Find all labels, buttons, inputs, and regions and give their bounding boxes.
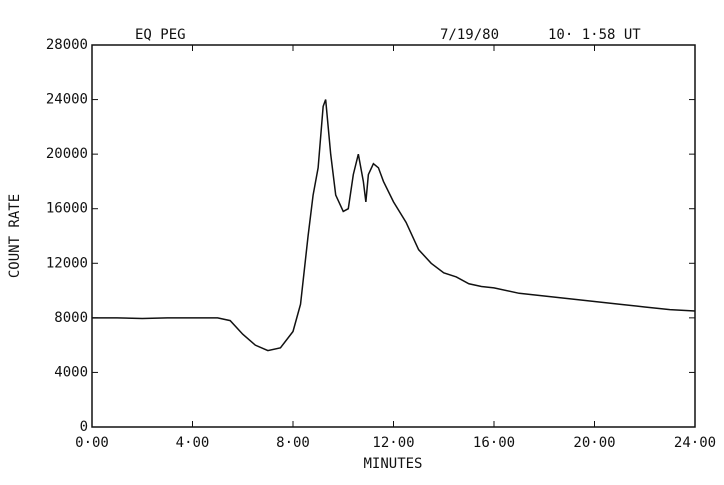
x-tick-label: 0·00 — [75, 435, 109, 451]
y-tick-label: 0 — [80, 419, 88, 435]
y-tick-label: 20000 — [46, 146, 88, 162]
y-tick-label: 12000 — [46, 255, 88, 271]
data-line — [92, 99, 696, 352]
x-tick-label: 24·00 — [674, 435, 716, 451]
y-tick-label: 16000 — [46, 201, 88, 217]
y-tick-label: 24000 — [46, 92, 88, 108]
x-tick-label: 8·00 — [276, 435, 310, 451]
y-tick-label: 28000 — [46, 37, 88, 53]
x-tick-label: 16·00 — [473, 435, 515, 451]
plot-frame — [91, 44, 696, 428]
date-label: 7/19/80 — [440, 27, 499, 43]
x-tick-label: 4·00 — [176, 435, 210, 451]
y-tick-label: 4000 — [54, 364, 88, 380]
chart-title: EQ PEG — [135, 27, 186, 43]
y-axis-label: COUNT RATE — [7, 194, 23, 278]
y-tick-label: 8000 — [54, 310, 88, 326]
x-tick-label: 12·00 — [372, 435, 414, 451]
x-tick-label: 20·00 — [573, 435, 615, 451]
time-label: 10· 1·58 UT — [548, 27, 641, 43]
x-axis-label: MINUTES — [363, 456, 422, 472]
